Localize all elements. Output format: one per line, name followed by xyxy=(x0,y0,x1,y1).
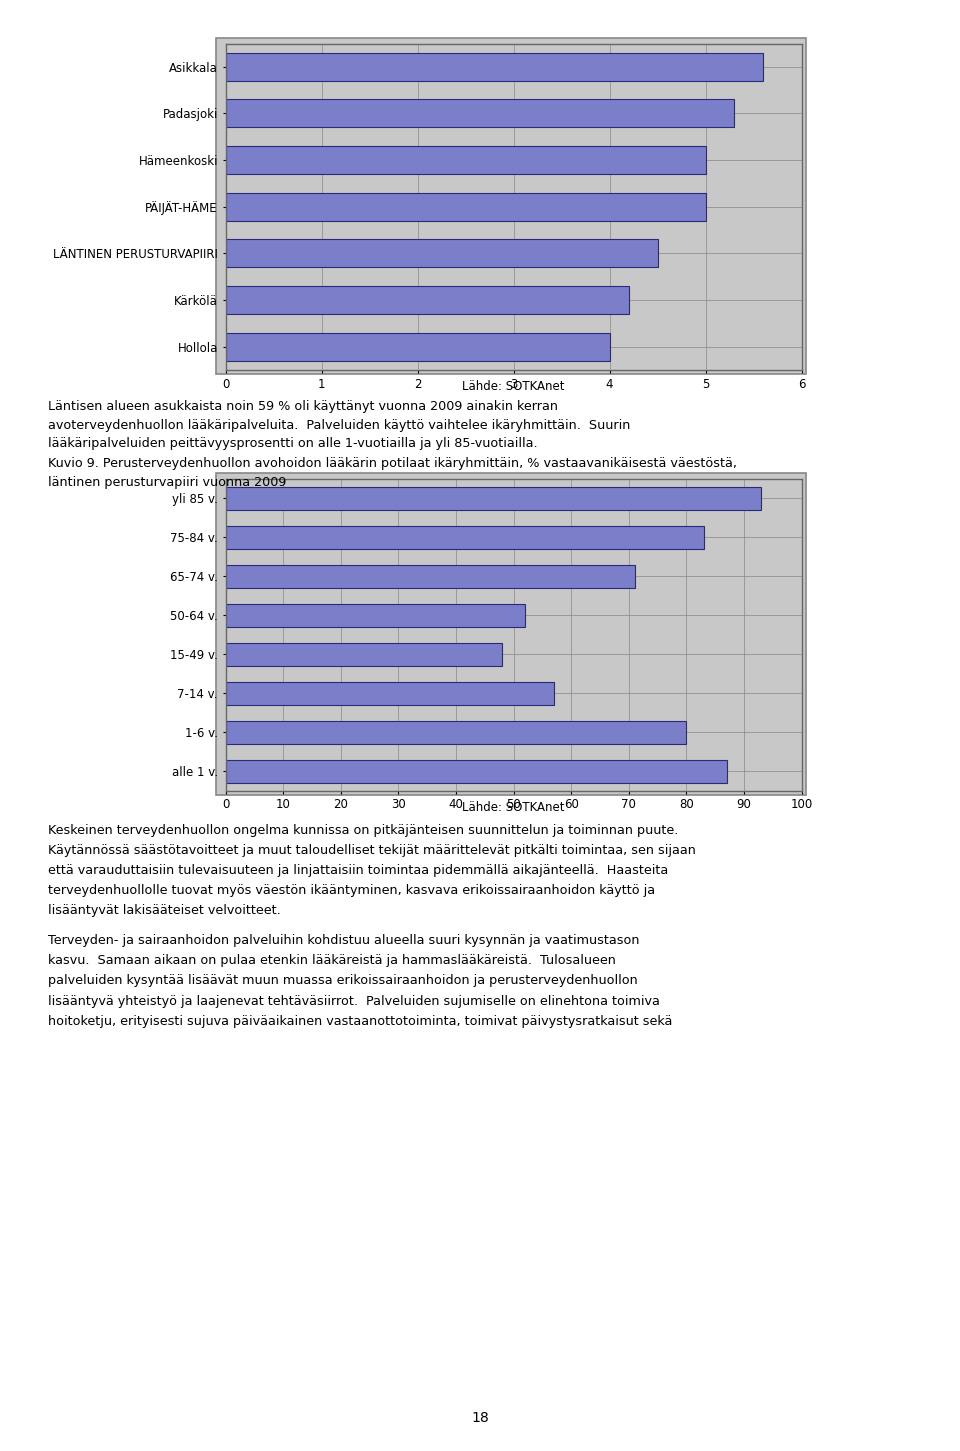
Text: läntinen perusturvapiiri vuonna 2009: läntinen perusturvapiiri vuonna 2009 xyxy=(48,476,286,489)
Bar xyxy=(226,239,658,267)
Bar xyxy=(226,721,686,744)
Text: lisääntyvät lakisääteiset velvoitteet.: lisääntyvät lakisääteiset velvoitteet. xyxy=(48,904,280,917)
Text: Läntisen alueen asukkaista noin 59 % oli käyttänyt vuonna 2009 ainakin kerran: Läntisen alueen asukkaista noin 59 % oli… xyxy=(48,400,558,414)
Bar xyxy=(226,760,727,784)
Text: terveydenhuollolle tuovat myös väestön ikääntyminen, kasvava erikoissairaanhoido: terveydenhuollolle tuovat myös väestön i… xyxy=(48,884,655,897)
Text: kasvu.  Samaan aikaan on pulaa etenkin lääkäreistä ja hammaslääkäreistä.  Tulosa: kasvu. Samaan aikaan on pulaa etenkin lä… xyxy=(48,955,616,968)
Text: 18: 18 xyxy=(471,1410,489,1425)
Bar xyxy=(226,193,706,221)
Bar xyxy=(226,643,502,666)
Text: Terveyden- ja sairaanhoidon palveluihin kohdistuu alueella suuri kysynnän ja vaa: Terveyden- ja sairaanhoidon palveluihin … xyxy=(48,934,639,948)
Text: Käytännössä säästötavoitteet ja muut taloudelliset tekijät määrittelevät pitkält: Käytännössä säästötavoitteet ja muut tal… xyxy=(48,844,696,858)
Text: lääkäripalveluiden peittävyysprosentti on alle 1-vuotiailla ja yli 85-vuotiailla: lääkäripalveluiden peittävyysprosentti o… xyxy=(48,437,538,450)
Bar xyxy=(226,604,525,627)
Bar xyxy=(226,286,629,313)
Bar xyxy=(226,486,761,509)
Bar xyxy=(226,332,610,361)
Text: lisääntyvä yhteistyö ja laajenevat tehtäväsiirrot.  Palveluiden sujumiselle on e: lisääntyvä yhteistyö ja laajenevat tehtä… xyxy=(48,994,660,1007)
Text: Lähde: SOTKAnet: Lähde: SOTKAnet xyxy=(463,801,564,814)
Text: palveluiden kysyntää lisäävät muun muassa erikoissairaanhoidon ja perusterveyden: palveluiden kysyntää lisäävät muun muass… xyxy=(48,975,637,988)
Text: hoitoketju, erityisesti sujuva päiväaikainen vastaanottotoiminta, toimivat päivy: hoitoketju, erityisesti sujuva päiväaika… xyxy=(48,1014,672,1027)
Bar xyxy=(226,564,635,588)
Text: että varauduttaisiin tulevaisuuteen ja linjattaisiin toimintaa pidemmällä aikajä: että varauduttaisiin tulevaisuuteen ja l… xyxy=(48,865,668,878)
Bar xyxy=(226,525,704,548)
Text: Keskeinen terveydenhuollon ongelma kunnissa on pitkäjänteisen suunnittelun ja to: Keskeinen terveydenhuollon ongelma kunni… xyxy=(48,824,679,837)
Text: Lähde: SOTKAnet: Lähde: SOTKAnet xyxy=(463,380,564,393)
Bar xyxy=(226,147,706,174)
Bar xyxy=(226,52,763,81)
Text: avoterveydenhuollon lääkäripalveluita.  Palveluiden käyttö vaihtelee ikäryhmittä: avoterveydenhuollon lääkäripalveluita. P… xyxy=(48,418,631,431)
Text: Kuvio 9. Perusterveydenhuollon avohoidon lääkärin potilaat ikäryhmittäin, % vast: Kuvio 9. Perusterveydenhuollon avohoidon… xyxy=(48,457,737,470)
Bar xyxy=(226,682,554,705)
Bar xyxy=(226,100,734,128)
